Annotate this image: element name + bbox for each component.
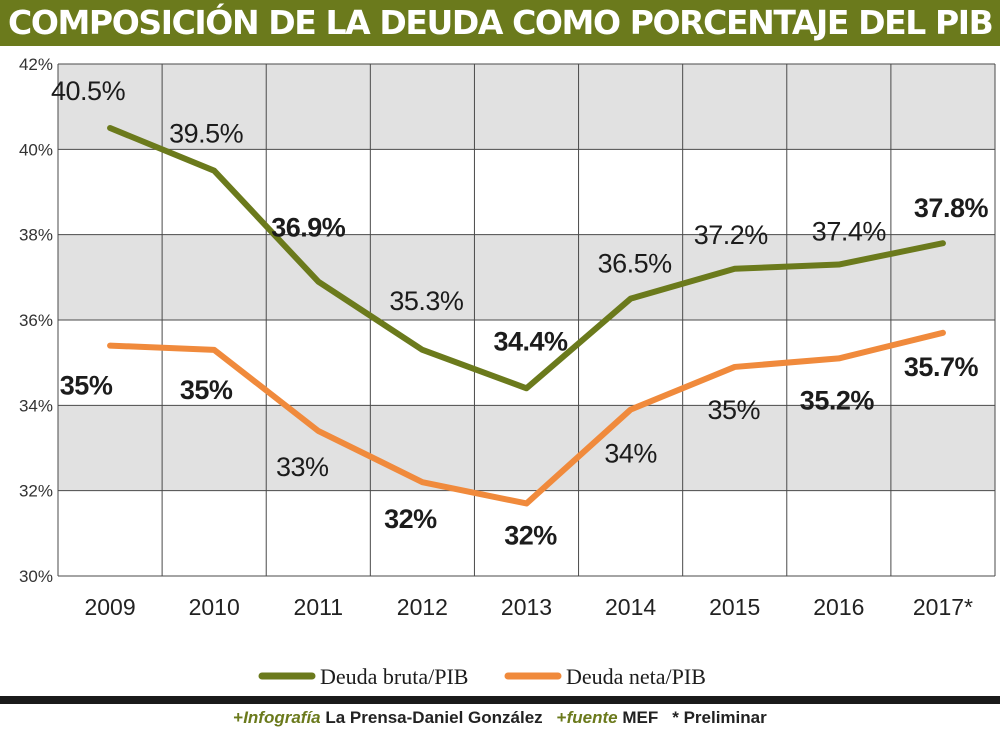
y-tick-label: 30% xyxy=(19,567,53,586)
y-tick-label: 38% xyxy=(19,226,53,245)
data-label: 35% xyxy=(60,371,113,401)
y-tick-label: 36% xyxy=(19,311,53,330)
data-label: 35.2% xyxy=(800,385,875,415)
legend-label: Deuda bruta/PIB xyxy=(320,664,468,689)
data-label: 37.4% xyxy=(812,217,887,247)
y-tick-label: 42% xyxy=(19,55,53,74)
x-tick-label: 2013 xyxy=(501,594,552,620)
x-tick-label: 2010 xyxy=(189,594,240,620)
x-tick-label: 2017* xyxy=(913,594,973,620)
data-label: 33% xyxy=(276,452,329,482)
data-label: 39.5% xyxy=(169,119,244,149)
chart-title: COMPOSICIÓN DE LA DEUDA COMO PORCENTAJE … xyxy=(8,3,994,42)
data-label: 35.3% xyxy=(389,286,464,316)
data-label: 34.4% xyxy=(493,326,568,356)
x-tick-label: 2016 xyxy=(813,594,864,620)
line-deuda-neta xyxy=(107,329,946,507)
data-labels: 40.5% 39.5% 36.9% 35.3% 34.4% 36.5% 37.2% 37.4%… xyxy=(51,76,989,550)
y-axis-ticks: 30% 32% 34% 36% 38% 40% 42% xyxy=(19,55,53,586)
x-tick-label: 2009 xyxy=(84,594,135,620)
data-label: 32% xyxy=(384,504,437,534)
line-deuda-bruta xyxy=(107,125,946,392)
data-label: 36.5% xyxy=(598,249,673,279)
x-axis-ticks: 2009 2010 2011 2012 2013 2014 2015 2016 2017* xyxy=(84,594,973,620)
fuente-value: MEF xyxy=(622,708,659,727)
grid-bands xyxy=(58,64,995,491)
y-tick-label: 40% xyxy=(19,140,53,159)
gridlines xyxy=(57,63,996,577)
x-tick-label: 2011 xyxy=(294,594,343,620)
x-tick-label: 2014 xyxy=(605,594,656,620)
fuente-label: fuente xyxy=(566,708,618,727)
line-chart: 30%32%34%36%38%40%42% 2009 2010 2011 2012 20… xyxy=(19,55,996,689)
data-label: 35.7% xyxy=(904,352,979,382)
data-label: 37.2% xyxy=(694,220,769,250)
data-label: 34% xyxy=(604,439,657,469)
y-tick-label: 32% xyxy=(19,482,53,501)
data-label: 32% xyxy=(504,520,557,550)
data-label: 40.5% xyxy=(51,76,126,106)
data-label: 36.9% xyxy=(271,213,346,243)
footer-rule xyxy=(0,696,1000,704)
data-label: 35% xyxy=(707,395,760,425)
legend: Deuda bruta/PIB Deuda neta/PIB xyxy=(258,664,706,689)
data-label: 35% xyxy=(180,375,233,405)
infografia-value: La Prensa-Daniel González xyxy=(325,708,543,727)
preliminar-note: * Preliminar xyxy=(672,708,767,727)
grid-band xyxy=(58,64,995,150)
x-tick-label: 2012 xyxy=(397,594,448,620)
legend-label: Deuda neta/PIB xyxy=(566,664,706,689)
x-tick-label: 2015 xyxy=(709,594,760,620)
plus-mark: + xyxy=(233,708,244,727)
grid-band xyxy=(58,405,995,491)
title-bar: COMPOSICIÓN DE LA DEUDA COMO PORCENTAJE … xyxy=(0,0,1000,46)
y-tick-label: 34% xyxy=(19,396,53,415)
credits: +Infografía La Prensa-Daniel González +fu… xyxy=(0,708,1000,728)
plus-mark: + xyxy=(556,708,567,727)
infografia-label: Infografía xyxy=(243,708,321,727)
series-lines xyxy=(107,125,946,507)
grid-band xyxy=(58,234,995,320)
data-label: 37.8% xyxy=(914,193,989,223)
